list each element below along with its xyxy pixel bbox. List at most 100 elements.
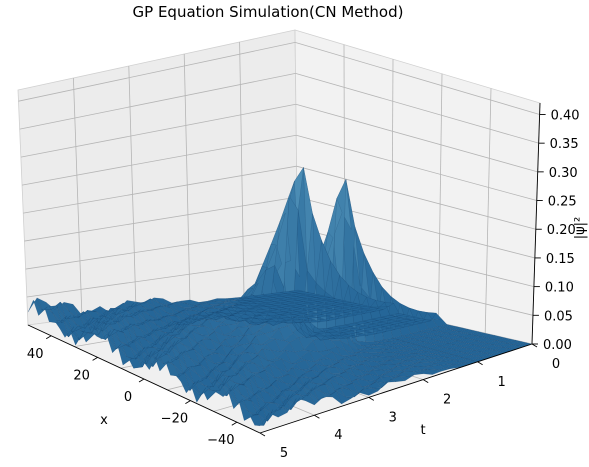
x-tick-label: −20 bbox=[161, 412, 188, 427]
surface-cell bbox=[349, 367, 365, 377]
surface-cell bbox=[213, 300, 228, 305]
surface-cell bbox=[180, 381, 196, 394]
surface-cell bbox=[387, 320, 403, 325]
surface-cell bbox=[149, 315, 165, 321]
surface-cell bbox=[283, 298, 298, 302]
surface-cell bbox=[63, 319, 78, 338]
surface-cell bbox=[388, 339, 405, 344]
surface-cell bbox=[133, 302, 149, 313]
surface-cell bbox=[194, 381, 210, 396]
surface-cell bbox=[373, 352, 389, 358]
chart-title: GP Equation Simulation(CN Method) bbox=[133, 3, 404, 21]
t-axis-line bbox=[259, 343, 533, 434]
surface-cell bbox=[27, 297, 43, 313]
t-tick-mark bbox=[531, 343, 538, 348]
z-tick-label: 0.30 bbox=[549, 166, 578, 181]
surface-cell bbox=[275, 304, 291, 308]
surface-cell bbox=[459, 348, 476, 354]
x-tick-mark bbox=[92, 357, 98, 361]
surface-cell bbox=[429, 345, 445, 351]
surface-cell bbox=[451, 357, 468, 362]
surface-cell bbox=[432, 341, 449, 347]
t-tick-label: 4 bbox=[334, 428, 342, 443]
surface-cell bbox=[206, 308, 223, 313]
surface-cell bbox=[381, 346, 396, 350]
surface-cell bbox=[213, 353, 229, 366]
surface-cell bbox=[160, 334, 176, 344]
surface-cell bbox=[162, 298, 178, 306]
surface-cell bbox=[171, 300, 187, 304]
surface-cell bbox=[436, 337, 453, 343]
surface-cell bbox=[198, 300, 214, 303]
z-tick-label: 0.35 bbox=[550, 137, 579, 152]
surface-cell bbox=[414, 359, 430, 364]
surface-cell bbox=[440, 333, 457, 339]
surface-cell bbox=[249, 311, 265, 316]
t-tick-mark bbox=[477, 361, 483, 366]
surface-cell bbox=[306, 297, 321, 301]
surface-cell bbox=[422, 353, 437, 357]
surface-cell bbox=[154, 355, 170, 372]
surface-cell bbox=[167, 336, 183, 347]
x-tick-label: −40 bbox=[207, 433, 234, 448]
surface-cell bbox=[211, 304, 227, 309]
x-tick-label: 0 bbox=[124, 390, 132, 405]
surface-cell bbox=[254, 362, 270, 374]
z-axis-label: |ψ|² bbox=[573, 217, 588, 240]
z-tick-label: 0.00 bbox=[543, 338, 572, 353]
surface-cell bbox=[425, 349, 441, 354]
surface-cell bbox=[268, 298, 284, 302]
surface-cell bbox=[126, 300, 142, 308]
surface-cell bbox=[479, 348, 495, 354]
surface-cell bbox=[270, 302, 285, 307]
surface-cell bbox=[206, 344, 222, 354]
surface-cell bbox=[284, 302, 300, 307]
surface-cell bbox=[117, 345, 133, 366]
surface-cell bbox=[188, 366, 204, 385]
z-tick-label: 0.25 bbox=[548, 195, 577, 210]
z-tick-label: 0.05 bbox=[544, 309, 573, 324]
surface-cell bbox=[43, 304, 59, 324]
surface-cell bbox=[279, 290, 295, 294]
z-tick-label: 0.10 bbox=[545, 281, 574, 296]
surface-cell bbox=[207, 371, 223, 388]
surface-cell bbox=[376, 364, 392, 371]
surface-cell bbox=[220, 304, 235, 309]
t-tick-label: 2 bbox=[443, 393, 451, 408]
surface-cell bbox=[261, 293, 277, 297]
t-tick-mark bbox=[314, 414, 320, 419]
surface-cell bbox=[289, 337, 305, 353]
surface-cell bbox=[243, 295, 259, 299]
surface-cell bbox=[432, 318, 448, 327]
surface-cell bbox=[456, 337, 473, 343]
surface-cell bbox=[511, 341, 528, 346]
x-tick-mark bbox=[185, 400, 191, 404]
surface-cell bbox=[379, 376, 396, 383]
surface-cell bbox=[348, 364, 363, 367]
surface-cell bbox=[120, 315, 136, 331]
surface-cell bbox=[210, 339, 226, 351]
surface-cell bbox=[214, 331, 230, 345]
surface-cell bbox=[308, 301, 323, 305]
surface-cell bbox=[362, 364, 378, 373]
surface-cell bbox=[214, 302, 230, 307]
surface-cell bbox=[322, 370, 338, 381]
surface-cell bbox=[374, 374, 390, 382]
surface-cell bbox=[310, 359, 326, 369]
surface-cell bbox=[279, 301, 294, 305]
surface-cell bbox=[447, 340, 464, 345]
surface-cell bbox=[121, 343, 137, 360]
surface-cell bbox=[446, 355, 463, 361]
surface-cell bbox=[448, 360, 464, 366]
surface-cell bbox=[252, 374, 268, 389]
surface-cell bbox=[190, 357, 206, 367]
z-tick-label: 0.40 bbox=[551, 108, 580, 123]
surface-cell bbox=[423, 344, 440, 349]
t-tick-label: 1 bbox=[497, 375, 505, 390]
surface-cell bbox=[33, 300, 48, 316]
surface-cell bbox=[472, 341, 489, 347]
t-tick-label: 5 bbox=[280, 446, 288, 461]
x-axis-label: x bbox=[100, 413, 108, 428]
surface-cell bbox=[321, 337, 337, 351]
